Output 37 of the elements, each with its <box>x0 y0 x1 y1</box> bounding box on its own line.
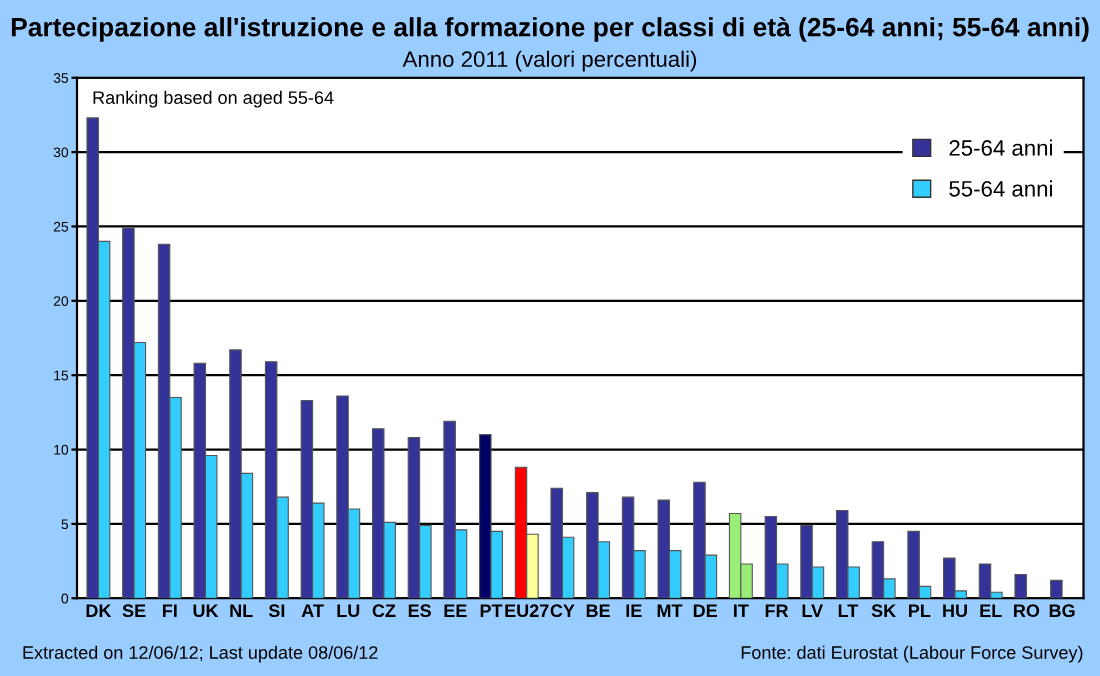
text: Extracted on 12/06/12; Last update 08/06/12 <box>23 645 378 663</box>
chart-subtitle: Anno 2011 (valori percentuali) <box>402 50 697 72</box>
x-tick-label: EE <box>444 604 467 617</box>
bar <box>1050 579 1063 599</box>
x-tick-label: CY <box>550 604 575 618</box>
x-tick-label: SE <box>122 604 146 618</box>
x-tick-label: CZ <box>372 604 396 618</box>
source-note: Fonte: dati Eurostat (Labour Force Survey) <box>741 645 1083 663</box>
x-tick-label: HU <box>943 604 967 618</box>
x-tick-label: UK <box>193 604 219 618</box>
x-tick-label: BG <box>1049 604 1075 618</box>
x-tick-label: PL <box>908 604 931 617</box>
bar <box>1014 573 1027 599</box>
x-tick-label: RO <box>1014 604 1040 618</box>
x-tick-label: FR <box>765 604 789 617</box>
x-tick-label: IT <box>734 604 749 617</box>
x-tick-label: IE <box>626 604 642 617</box>
x-tick-label: NL <box>230 604 253 617</box>
x-tick-label: SI <box>268 604 285 618</box>
x-tick-label: EU27 <box>505 604 549 618</box>
x-tick-label: SK <box>871 604 896 618</box>
legend-label: 55-64 anni <box>949 180 1052 197</box>
x-tick-label: ES <box>408 604 431 618</box>
x-tick-label: LV <box>802 604 823 617</box>
chart-title: Partecipazione all'istruzione e alla formazione per classi di età (25-64 anni; 55-64 anni) <box>11 16 1089 42</box>
x-tick-label: PT <box>480 604 503 617</box>
annotation: Ranking based on aged 55-64 <box>93 90 334 108</box>
x-tick-label: LU <box>337 604 360 618</box>
x-tick-label: AT <box>301 604 324 617</box>
x-tick-label: EL <box>980 604 1002 617</box>
x-tick-label: DK <box>86 604 112 617</box>
x-tick-label: LT <box>838 604 859 617</box>
x-tick-label: MT <box>657 604 683 617</box>
x-tick-label: BE <box>586 604 610 617</box>
x-tick-label: DE <box>693 604 718 617</box>
x-tick-label: FI <box>162 604 177 617</box>
legend-label: 25-64 anni <box>949 139 1052 156</box>
